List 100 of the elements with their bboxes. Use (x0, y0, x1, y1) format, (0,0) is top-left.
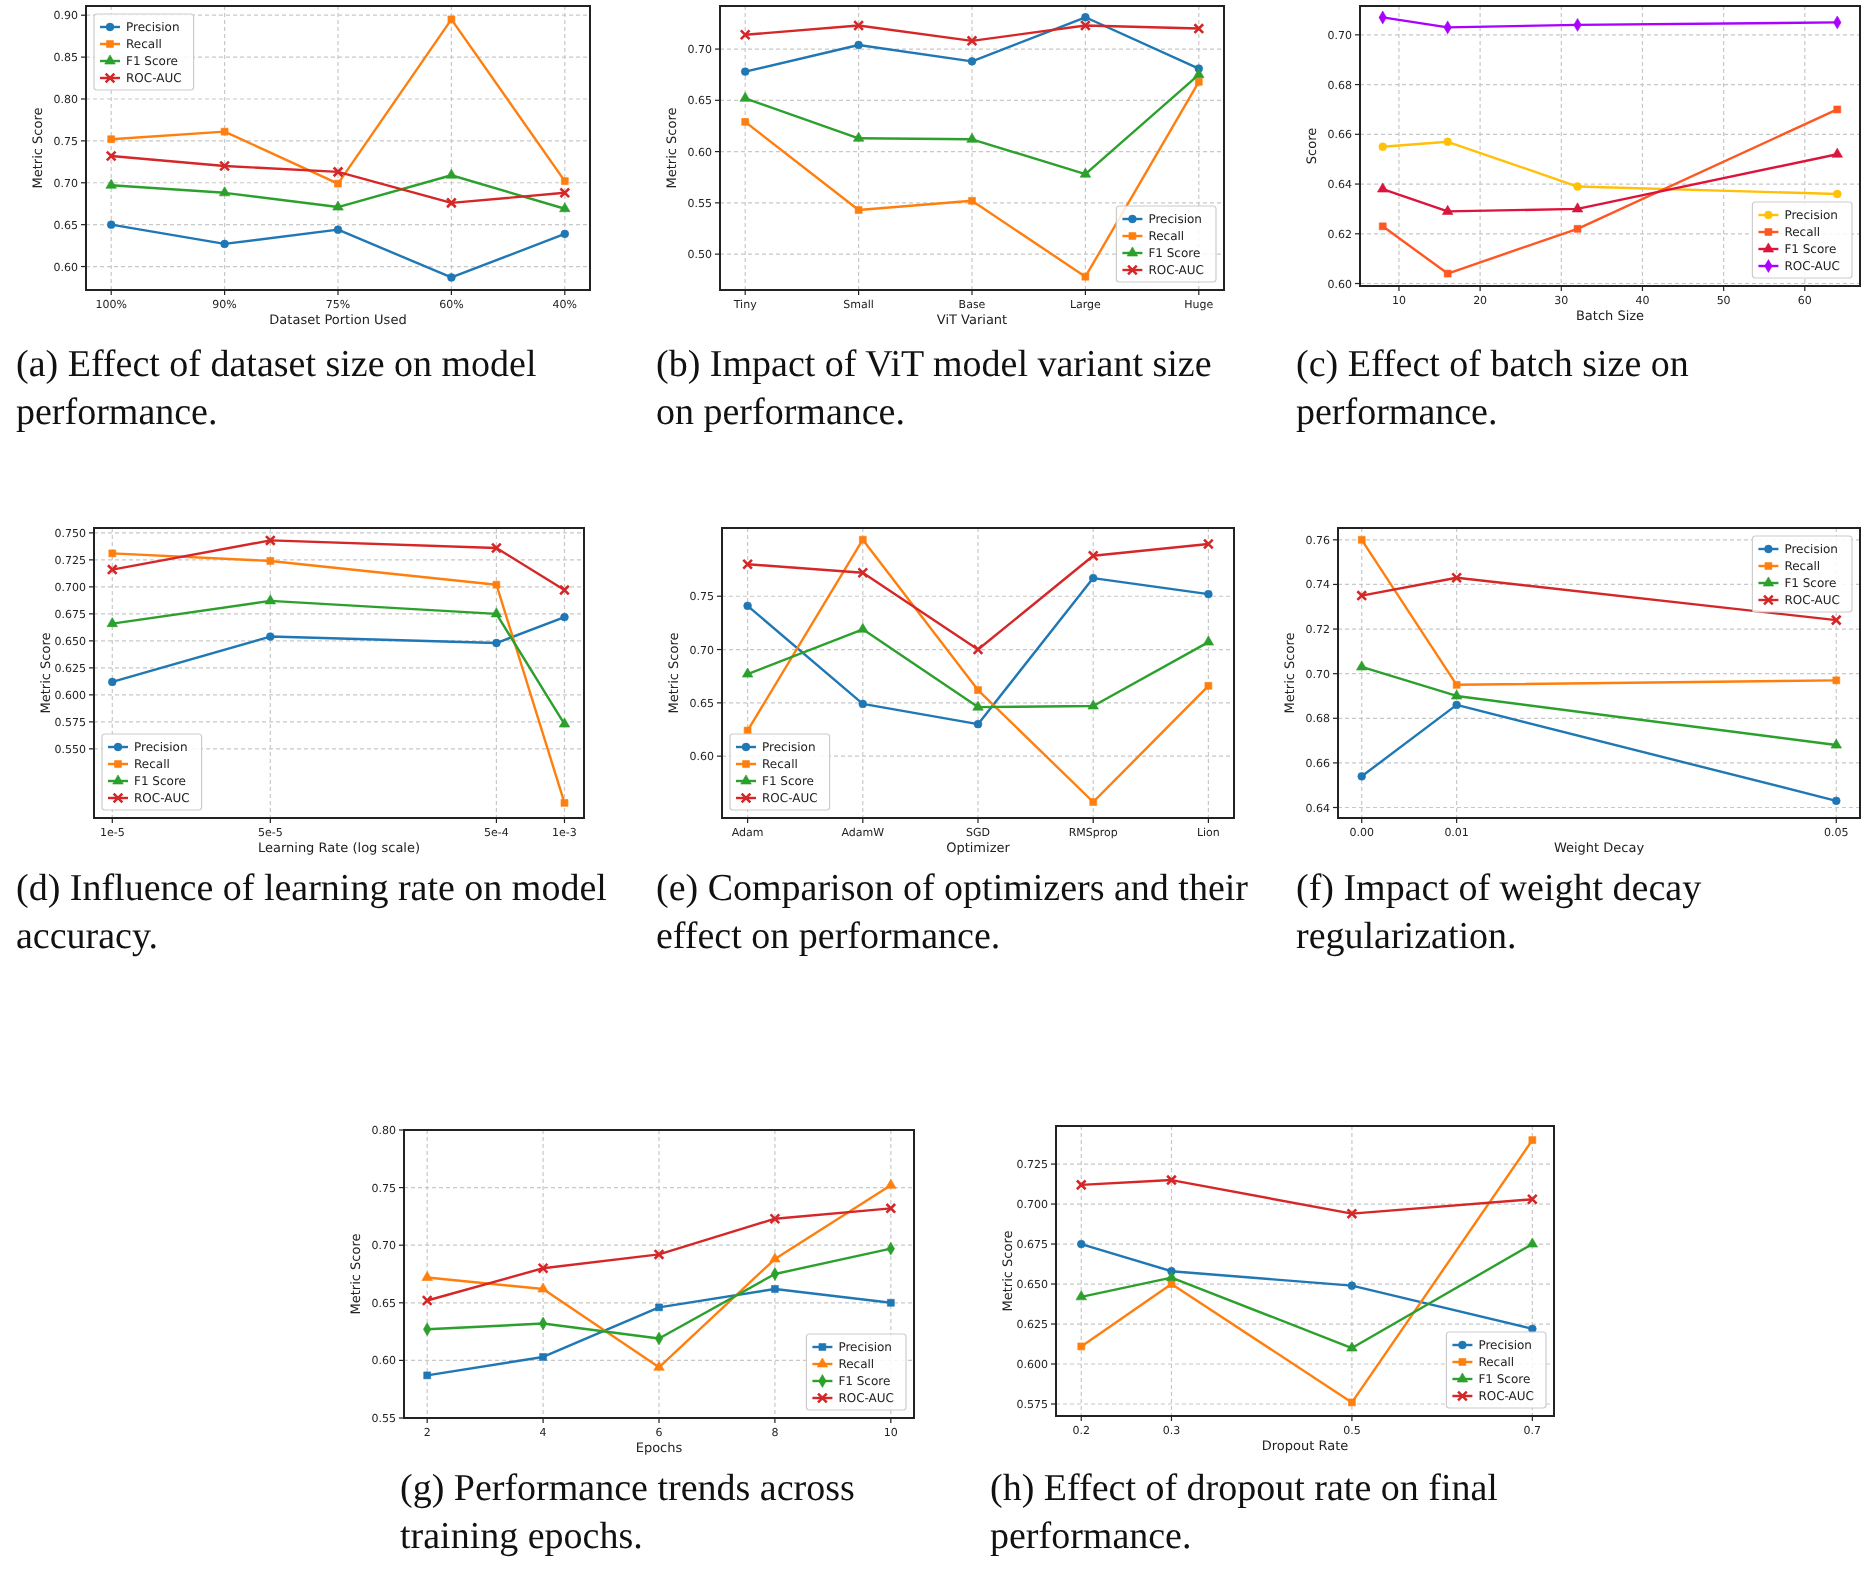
point (106, 220, 116, 229)
point (447, 273, 456, 282)
text: (c) Effect of batch size on performance. (1296, 344, 1690, 434)
point (1526, 1237, 1538, 1248)
point (561, 177, 569, 185)
point (1356, 660, 1368, 671)
point (539, 1353, 547, 1361)
point (537, 1262, 549, 1274)
point (854, 206, 863, 214)
text: (g) Performance trends across training epochs. (400, 1468, 855, 1558)
point (885, 1178, 897, 1189)
point (1202, 635, 1214, 646)
point (973, 719, 983, 729)
point (1450, 572, 1463, 584)
point (1079, 19, 1092, 32)
point (742, 667, 754, 678)
point (653, 1248, 665, 1261)
text: (f) Impact of weight decay regularization. (1296, 868, 1703, 958)
point (1443, 137, 1452, 146)
point (739, 91, 751, 102)
point (1077, 1239, 1086, 1249)
point (218, 160, 231, 172)
point (219, 186, 231, 197)
point (854, 40, 863, 50)
point (1077, 1342, 1086, 1351)
point (537, 1282, 549, 1293)
point (653, 1360, 665, 1371)
point (743, 601, 752, 611)
point (220, 239, 229, 249)
point (1347, 1281, 1357, 1290)
point (447, 15, 456, 24)
point (1452, 681, 1461, 689)
text: (h) Effect of dropout rate on final performance. (990, 1468, 1498, 1558)
point (740, 67, 750, 76)
point (1204, 682, 1213, 690)
point (1357, 772, 1366, 781)
point (972, 643, 984, 656)
point (966, 35, 978, 47)
text: (a) Effect of dataset size on model performance. (16, 344, 537, 434)
point (445, 168, 457, 179)
point (333, 225, 343, 234)
point (1087, 699, 1099, 710)
point (1573, 182, 1582, 191)
point (334, 179, 342, 188)
point (1832, 796, 1841, 806)
point (1378, 222, 1387, 231)
point (1087, 550, 1099, 562)
point (421, 1271, 433, 1281)
point (1079, 167, 1091, 178)
text: (b) Impact of ViT model variant size on performance. (656, 344, 1212, 434)
point (1348, 1398, 1356, 1407)
point (769, 1252, 781, 1263)
point (974, 686, 982, 694)
point (1378, 142, 1387, 151)
point (655, 1303, 663, 1312)
point (966, 132, 978, 143)
point (853, 131, 865, 142)
point (769, 1213, 781, 1225)
point (1089, 798, 1097, 806)
point (972, 700, 984, 711)
point (1075, 1290, 1087, 1301)
point (859, 535, 867, 544)
point (1165, 1174, 1178, 1186)
point (1377, 182, 1389, 193)
point (1573, 225, 1582, 233)
point (887, 1299, 895, 1307)
point (771, 1285, 779, 1293)
point (1346, 1208, 1358, 1220)
point (857, 622, 869, 633)
point (105, 178, 117, 189)
point (332, 200, 344, 211)
point (852, 19, 865, 32)
point (445, 197, 458, 209)
point (1167, 1280, 1176, 1288)
point (107, 135, 115, 143)
point (858, 699, 868, 709)
point (560, 229, 570, 239)
point (1571, 202, 1584, 213)
point (332, 166, 344, 178)
point (220, 127, 229, 136)
point (967, 57, 977, 66)
point (1195, 78, 1203, 86)
point (1081, 272, 1090, 281)
point (857, 567, 869, 579)
text: (d) Influence of learning rate on model accuracy. (16, 868, 607, 958)
point (1831, 147, 1843, 158)
text: (e) Comparison of optimizers and their effect on performance. (656, 868, 1250, 958)
point (1204, 589, 1213, 599)
point (1443, 269, 1452, 278)
point (1451, 689, 1463, 700)
point (1832, 676, 1841, 685)
point (1088, 573, 1098, 583)
point (1081, 13, 1090, 22)
point (1833, 105, 1842, 114)
point (1830, 738, 1842, 749)
point (1357, 536, 1366, 544)
point (741, 118, 749, 126)
point (1452, 700, 1461, 710)
point (1193, 68, 1205, 79)
point (1165, 1271, 1178, 1281)
